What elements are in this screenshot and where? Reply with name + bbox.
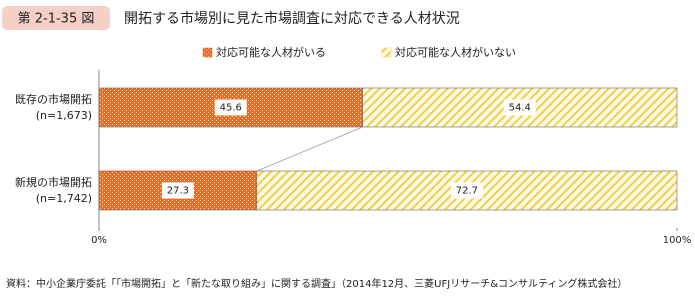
value-label-box — [161, 182, 194, 199]
value-label: 72.7 — [456, 186, 478, 197]
legend-label: 対応可能な人材がいない — [395, 45, 516, 59]
category-count: (n=1,742) — [36, 192, 92, 205]
legend-swatch — [202, 47, 213, 58]
value-label: 54.4 — [509, 103, 531, 114]
value-label: 45.6 — [220, 103, 242, 114]
value-label-box — [503, 99, 536, 116]
connector-line — [256, 126, 363, 172]
value-label: 27.3 — [167, 186, 189, 197]
x-tick-label: 0% — [91, 235, 107, 246]
category-label: 既存の市場開拓 — [15, 92, 92, 106]
legend-label: 対応可能な人材がいる — [216, 45, 326, 59]
figure-label: 第 2-1-35 図 — [18, 12, 95, 27]
category-label: 新規の市場開拓 — [15, 175, 92, 189]
source-note: 資料：中小企業庁委託「「市場開拓」と「新たな取り組み」に関する調査」（2014年… — [6, 277, 627, 290]
legend-swatch — [381, 47, 392, 58]
chart-title: 開拓する市場別に見た市場調査に対応できる人材状況 — [124, 10, 460, 27]
value-label-box — [214, 99, 247, 116]
x-tick-label: 100% — [663, 235, 692, 246]
figure-label-box — [2, 6, 110, 30]
category-count: (n=1,673) — [36, 109, 92, 122]
value-label-box — [450, 182, 483, 199]
